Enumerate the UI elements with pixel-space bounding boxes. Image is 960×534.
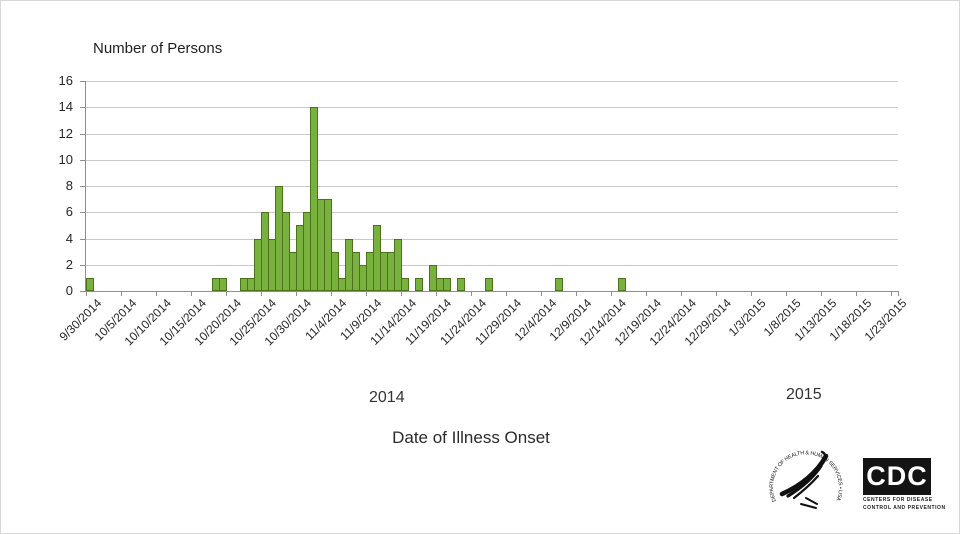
x-tick-mark: [681, 292, 682, 296]
x-tick-mark: [226, 292, 227, 296]
x-tick-mark: [121, 292, 122, 296]
x-tick-mark: [156, 292, 157, 296]
chart-title: Number of Persons: [93, 40, 223, 57]
x-tick-mark: [576, 292, 577, 296]
year-label-2014: 2014: [369, 389, 405, 406]
x-tick-mark: [261, 292, 262, 296]
y-tick-mark: [80, 264, 85, 266]
bar-11/20/2014: [443, 277, 451, 291]
gridline-y2: [86, 264, 898, 266]
x-tick-mark: [891, 292, 892, 296]
y-tick-mark: [80, 212, 85, 214]
x-tick-mark: [86, 292, 87, 296]
x-tick-mark: [506, 292, 507, 296]
y-tick-mark: [80, 291, 85, 292]
y-axis-line: [85, 81, 86, 292]
gridline-y12: [86, 133, 898, 135]
y-tick-mark: [80, 159, 85, 161]
x-tick-mark: [436, 292, 437, 296]
bar-11/4/2014: [331, 251, 339, 291]
x-tick-mark: [786, 292, 787, 296]
cdc-logo: CDC CENTERS FOR DISEASE CONTROL AND PREV…: [863, 458, 946, 511]
gridline-y6: [86, 212, 898, 214]
y-tick-mark: [80, 186, 85, 187]
bar-12/15/2014: [618, 277, 626, 291]
x-tick-mark-end: [898, 292, 899, 296]
y-tick-mark: [80, 107, 85, 109]
bar-12/6/2014: [555, 277, 563, 291]
gridline-y4: [86, 238, 898, 240]
x-axis-title: Date of Illness Onset: [392, 428, 550, 447]
bar-11/16/2014: [415, 277, 423, 291]
x-tick-mark: [646, 292, 647, 296]
y-tick-label: 2: [65, 256, 73, 272]
x-tick-label-1/3/2015: 1/3/2015: [725, 296, 769, 339]
x-tick-mark: [401, 292, 402, 296]
bar-11/13/2014: [394, 238, 402, 291]
y-tick-label: 12: [58, 125, 73, 141]
x-tick-mark: [856, 292, 857, 296]
gridline-y10: [86, 159, 898, 161]
cdc-tagline-line2: CONTROL AND PREVENTION: [863, 505, 946, 511]
bar-9/30/2014: [86, 277, 94, 291]
x-axis-line: [85, 291, 899, 292]
year-label-2015: 2015: [786, 386, 822, 403]
bar-11/22/2014: [457, 277, 465, 291]
hhs-eagle-glyph: [779, 450, 829, 509]
cdc-logo-letters: CDC: [863, 458, 931, 495]
gridline-y14: [86, 107, 898, 109]
x-tick-mark: [366, 292, 367, 296]
gridline-y8: [86, 186, 898, 187]
hhs-eagle-icon: DEPARTMENT OF HEALTH & HUMAN SERVICES • …: [769, 450, 843, 509]
y-tick-mark: [80, 238, 85, 240]
gridline-y16: [86, 81, 898, 82]
x-tick-mark: [471, 292, 472, 296]
x-tick-mark: [821, 292, 822, 296]
bar-11/3/2014: [324, 199, 332, 291]
x-tick-mark: [751, 292, 752, 296]
y-tick-label: 4: [65, 230, 73, 246]
cdc-tagline-line1: CENTERS FOR DISEASE: [863, 497, 933, 503]
y-tick-label: 0: [65, 283, 73, 298]
bar-11/26/2014: [485, 277, 493, 291]
x-tick-mark: [541, 292, 542, 296]
hhs-seal-logo: DEPARTMENT OF HEALTH & HUMAN SERVICES • …: [763, 439, 849, 523]
y-tick-mark: [80, 133, 85, 135]
bar-10/19/2014: [219, 277, 227, 291]
plot-area: [86, 81, 898, 291]
x-tick-mark: [331, 292, 332, 296]
y-tick-mark: [80, 81, 85, 82]
y-tick-label: 10: [58, 151, 73, 167]
x-tick-mark: [611, 292, 612, 296]
y-tick-label: 16: [58, 73, 73, 88]
y-tick-label: 14: [58, 99, 73, 115]
bar-11/14/2014: [401, 277, 409, 291]
y-tick-label: 8: [65, 178, 73, 193]
y-tick-label: 6: [65, 204, 73, 220]
x-tick-mark: [296, 292, 297, 296]
x-tick-mark: [191, 292, 192, 296]
x-tick-mark: [716, 292, 717, 296]
